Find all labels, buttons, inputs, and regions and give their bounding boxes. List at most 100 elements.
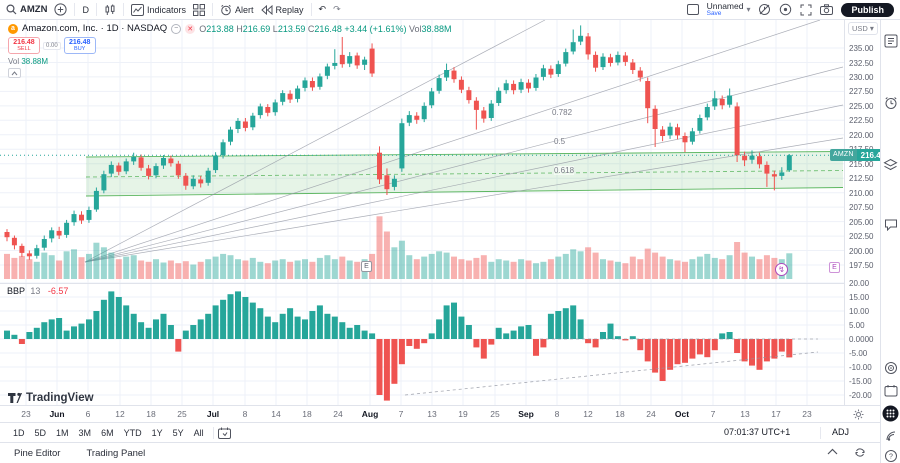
low-label: L — [272, 23, 278, 34]
time-tick: Aug — [361, 409, 379, 419]
fullscreen-button[interactable] — [800, 4, 812, 16]
range-button-all[interactable]: All — [193, 427, 204, 438]
chat-button[interactable] — [884, 218, 898, 231]
currency-dropdown[interactable]: USD ▾ — [848, 22, 878, 35]
ohlc-values: O213.88 H216.69 L213.59 C216.48 +3.44 (+… — [199, 24, 451, 34]
panel-toggle-button[interactable] — [686, 4, 699, 15]
range-button-1m[interactable]: 1M — [56, 427, 69, 438]
legend-remove-icon[interactable]: ✕ — [185, 23, 196, 34]
price-tick: 210.00 — [849, 188, 874, 198]
publish-button[interactable]: Publish — [841, 2, 894, 17]
badge-symbol: AMZN — [830, 149, 857, 161]
refresh-loop-icon — [855, 448, 865, 457]
earnings-axis-marker[interactable]: E — [829, 262, 840, 273]
layout-save-button[interactable]: Unnamed Save ▾ — [707, 1, 751, 16]
time-tick: 18 — [302, 409, 312, 419]
sell-button[interactable]: 216.48 SELL — [8, 37, 40, 54]
toolbar-separator — [122, 3, 124, 16]
watermark: TradingView — [8, 391, 94, 405]
range-separator — [212, 426, 214, 439]
interval-button[interactable]: D — [82, 5, 89, 15]
layers-icon — [883, 158, 898, 171]
range-button-6m[interactable]: 6M — [101, 427, 114, 438]
legend-vol-value: 38.88M — [421, 23, 452, 34]
indicator-legend[interactable]: BBP 13 -6.57 — [7, 286, 68, 296]
legend-hide-icon[interactable]: − — [171, 23, 182, 34]
symbol-search-button[interactable]: AMZN — [6, 4, 47, 15]
apps-button[interactable] — [882, 405, 899, 422]
toolbar-separator — [310, 3, 312, 16]
panel-icon — [686, 4, 699, 15]
range-button-1d[interactable]: 1D — [13, 427, 25, 438]
range-button-ytd[interactable]: YTD — [123, 427, 142, 438]
snapshot-button[interactable] — [820, 4, 834, 15]
price-tick: 222.50 — [849, 116, 874, 126]
alert-label: Alert — [234, 4, 254, 15]
calendar-button[interactable] — [884, 384, 898, 397]
indicator-value: -6.57 — [47, 286, 69, 296]
toolbar-separator — [211, 3, 213, 16]
range-button-5y[interactable]: 5Y — [172, 427, 184, 438]
replay-button[interactable]: Replay — [260, 4, 304, 15]
upcoming-earnings-marker[interactable]: ↯ — [775, 263, 788, 276]
restore-layout-button[interactable] — [854, 447, 866, 461]
time-tick: 18 — [615, 409, 625, 419]
time-axis[interactable]: 23 Jun 6 12 18 25 Jul 8 14 18 24 Aug 7 13 19 25 Sep 8 12 18… — [0, 405, 880, 422]
goto-date-icon — [217, 427, 231, 439]
open-label: O — [199, 23, 207, 34]
spread-value: 0.00 — [43, 41, 61, 50]
undo-button[interactable]: ↶ — [319, 4, 327, 15]
plus-circle-icon — [54, 3, 68, 16]
close-label: C — [307, 23, 315, 34]
buy-label: BUY — [74, 45, 86, 52]
clock[interactable]: 07:01:37 UTC+1 — [724, 427, 791, 437]
compare-add-button[interactable] — [54, 3, 68, 16]
alerts-button[interactable] — [884, 96, 898, 110]
ideas-stream-button[interactable] — [884, 429, 898, 442]
indicators-label: Indicators — [146, 4, 186, 15]
help-icon: ? — [884, 450, 897, 462]
buy-button[interactable]: 216.48 BUY — [63, 37, 96, 54]
time-tick: Sep — [518, 409, 534, 419]
indicator-tick: 10.00 — [849, 307, 870, 316]
chart-style-button[interactable] — [104, 4, 116, 16]
right-sidebar: ? — [880, 20, 900, 463]
layout-templates-button[interactable] — [192, 3, 205, 16]
alert-status-button[interactable] — [758, 3, 771, 16]
panel-expand-button[interactable] — [827, 447, 838, 461]
high-label: H — [236, 23, 243, 34]
hotlists-button[interactable] — [884, 361, 898, 375]
price-axis[interactable]: USD ▾ 235.00 232.50 230.00 227.50 225.00 222.… — [844, 20, 880, 405]
help-button[interactable]: ? — [884, 449, 898, 463]
watchlist-button[interactable] — [884, 34, 898, 48]
volume-legend: Vol 38.88M — [8, 57, 48, 66]
time-tick: Jun — [49, 409, 65, 419]
settings-button[interactable] — [779, 3, 792, 16]
goto-date-button[interactable] — [217, 427, 231, 439]
indicator-tick: -10.00 — [849, 363, 872, 372]
object-tree-button[interactable] — [883, 158, 898, 172]
legend-title[interactable]: Amazon.com, Inc. · 1D · NASDAQ — [22, 23, 168, 34]
adj-toggle[interactable]: ADJ — [832, 427, 850, 437]
redo-button[interactable]: ↷ — [333, 4, 341, 15]
indicators-icon — [130, 3, 144, 16]
alert-button[interactable]: Alert — [220, 4, 254, 16]
sell-price: 216.48 — [13, 38, 35, 46]
close-value: 216.48 — [314, 23, 342, 34]
indicators-button[interactable]: Indicators — [130, 3, 186, 16]
range-button-1y[interactable]: 1Y — [151, 427, 163, 438]
tab-trading-panel[interactable]: Trading Panel — [86, 447, 146, 459]
range-button-3m[interactable]: 3M — [78, 427, 92, 438]
time-tick: Oct — [674, 409, 690, 419]
price-tick: 205.00 — [849, 217, 874, 227]
axis-settings-button[interactable] — [853, 407, 864, 425]
chart-plot[interactable] — [0, 20, 844, 405]
earnings-marker[interactable]: E — [361, 261, 372, 272]
time-tick: 12 — [115, 409, 125, 419]
range-button-5d[interactable]: 5D — [34, 427, 47, 438]
toolbar-separator — [74, 3, 76, 16]
tab-pine-editor[interactable]: Pine Editor — [14, 447, 61, 459]
price-tick: 232.50 — [849, 58, 874, 68]
legend-collapse-button[interactable] — [8, 68, 21, 78]
